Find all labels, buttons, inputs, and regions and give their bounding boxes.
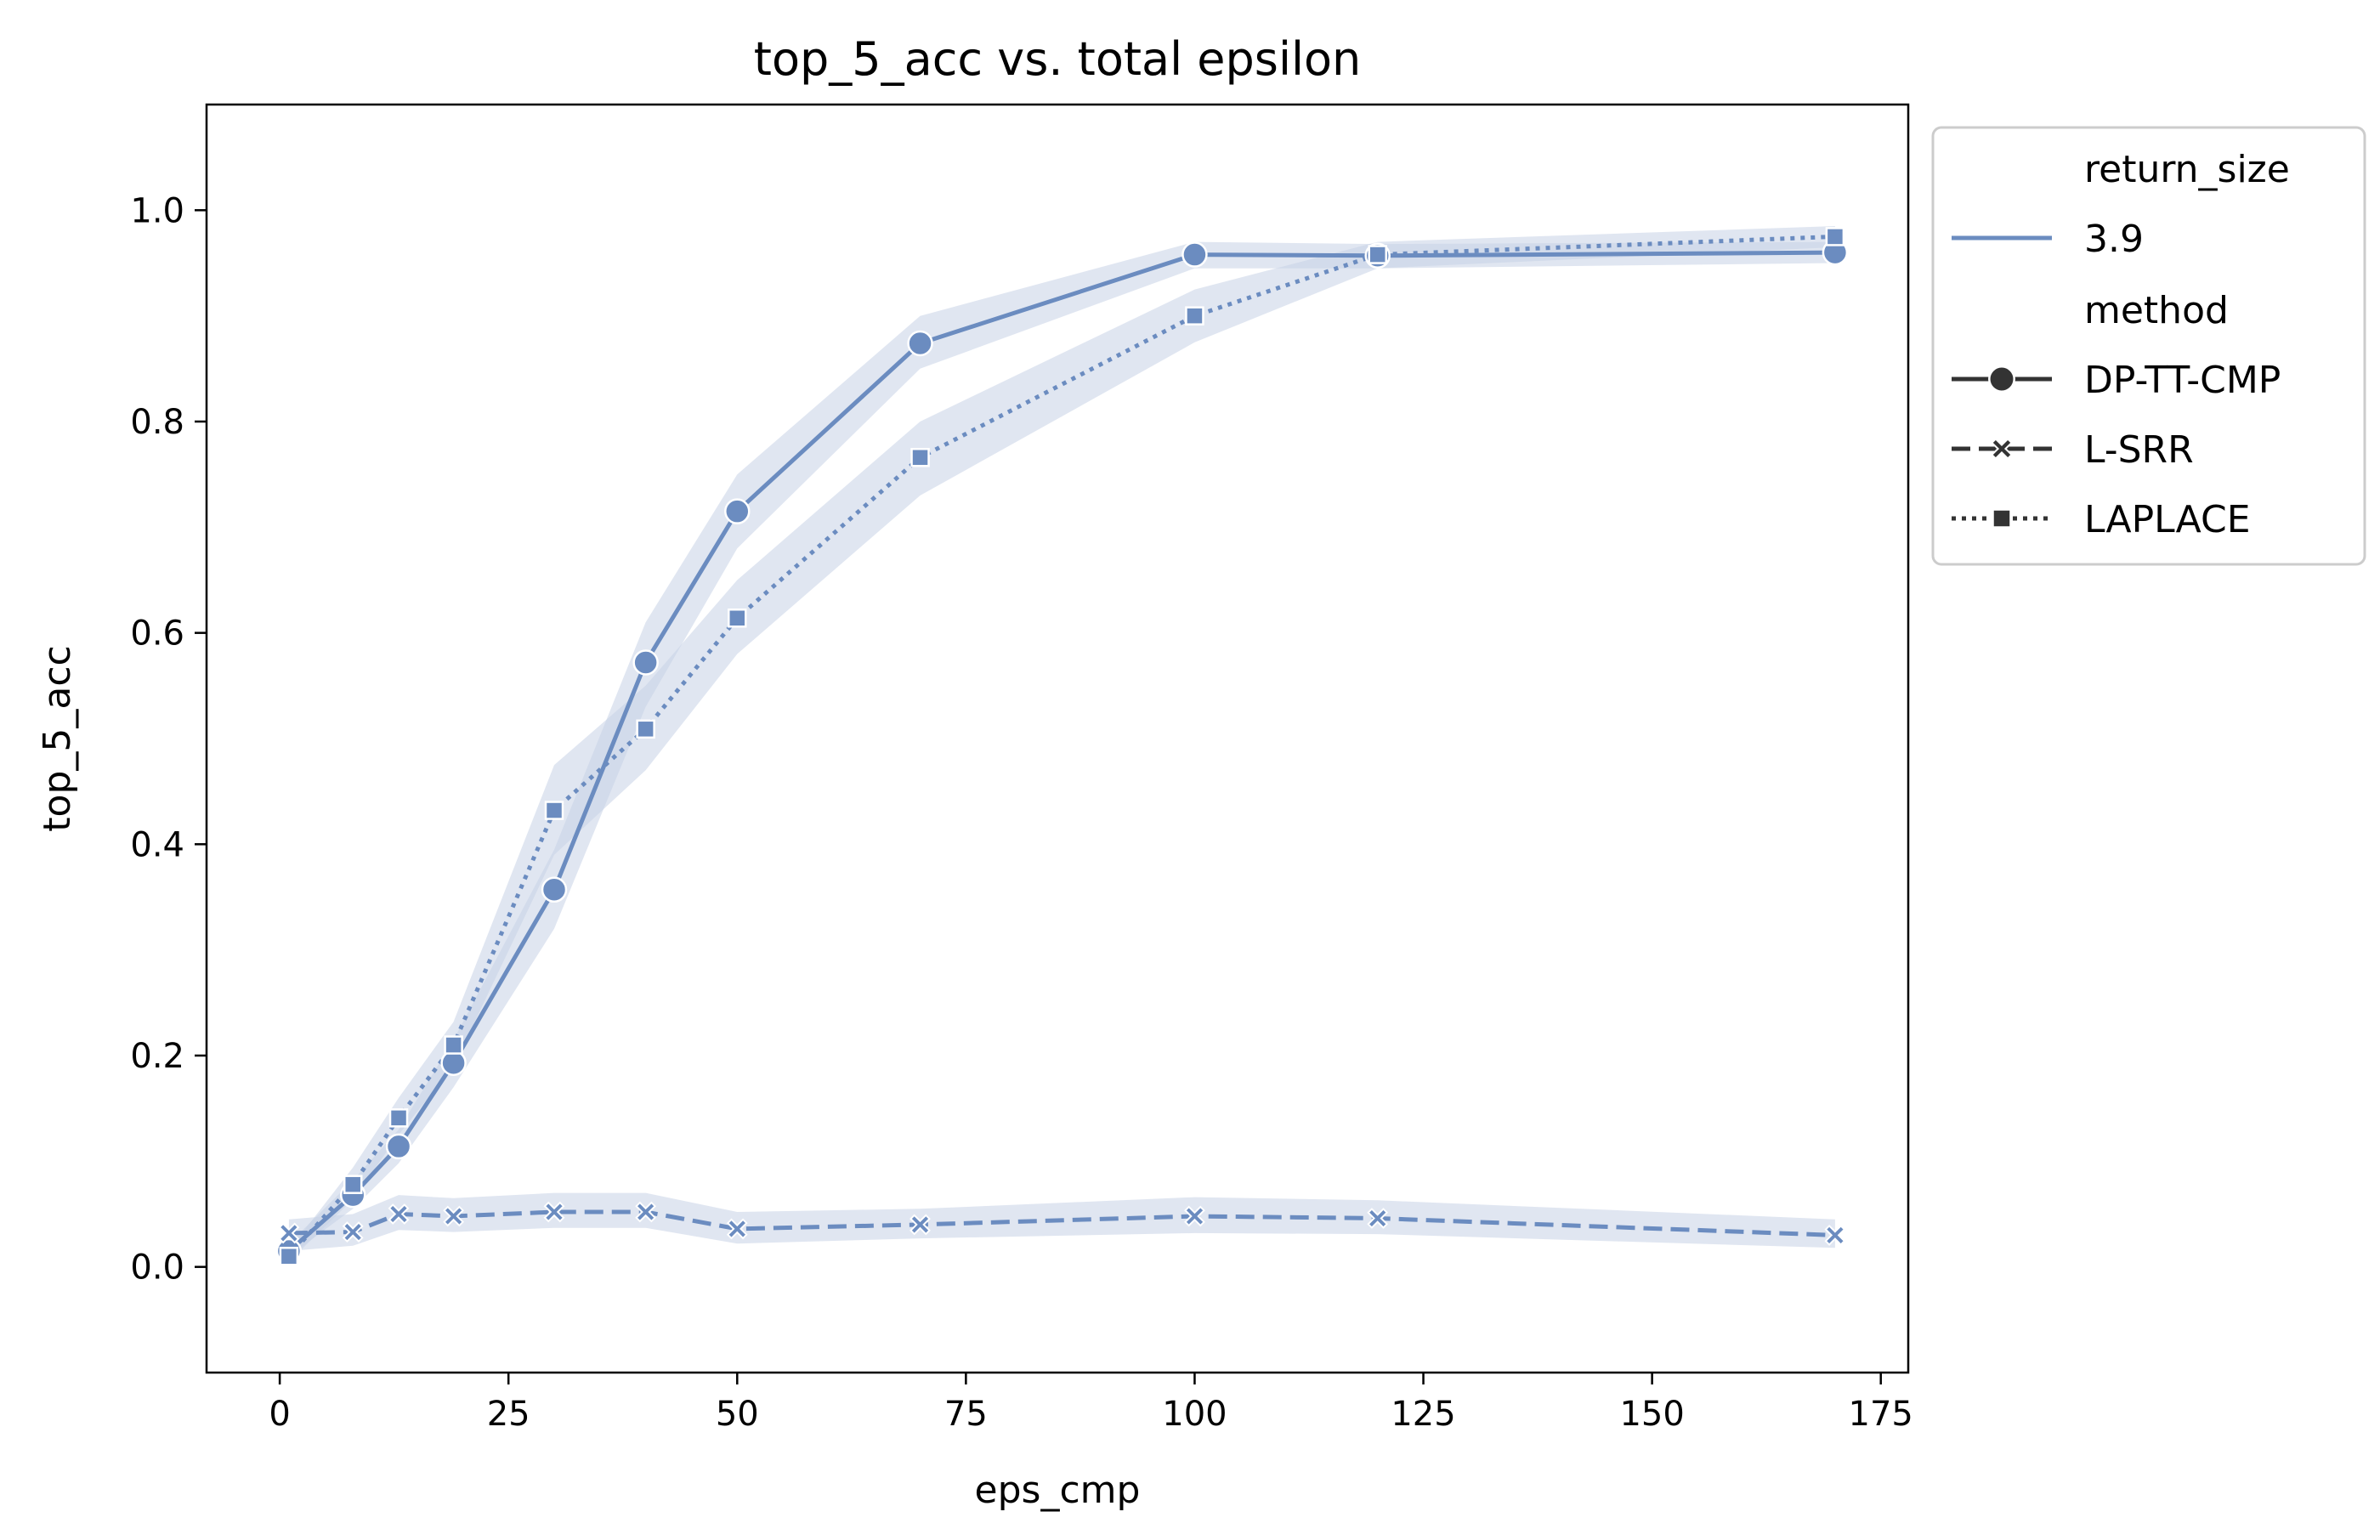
data-point-dp-tt-cmp	[440, 1050, 467, 1076]
ci-band-laplace	[288, 226, 1835, 1262]
x-tick-label: 125	[1391, 1395, 1455, 1434]
y-axis-label: top_5_acc	[36, 645, 79, 831]
legend-marker-dp-tt-cmp	[1988, 365, 2015, 393]
data-point-laplace	[279, 1246, 299, 1266]
x-axis-label: eps_cmp	[975, 1469, 1141, 1512]
y-tick-label: 0.4	[130, 825, 184, 864]
y-tick-label: 0.0	[130, 1248, 184, 1288]
legend-style-entries: DP-TT-CMP L-SRR LAPLACE	[1952, 359, 2281, 541]
y-tick-label: 0.2	[130, 1037, 184, 1076]
data-point-l-srr	[635, 1201, 657, 1223]
data-point-l-srr	[726, 1218, 748, 1240]
data-point-l-srr	[278, 1222, 300, 1244]
legend-label-dp-tt-cmp: DP-TT-CMP	[2084, 359, 2281, 402]
legend: return_size 3.9 method DP-TT-CMP L-SRR LAP…	[1931, 126, 2366, 566]
x-tick-label: 175	[1849, 1395, 1913, 1434]
legend-hue-title: return_size	[2084, 148, 2290, 191]
legend-label-l-srr: L-SRR	[2084, 428, 2194, 472]
legend-style-title: method	[2084, 289, 2229, 332]
y-tick-label: 0.8	[130, 403, 184, 442]
x-tick-label: 75	[944, 1395, 988, 1434]
data-point-l-srr	[388, 1203, 410, 1225]
x-tick-label: 100	[1162, 1395, 1227, 1434]
data-point-l-srr	[1184, 1205, 1205, 1227]
data-point-laplace	[910, 448, 930, 467]
series-markers	[275, 227, 1849, 1266]
data-point-laplace	[728, 609, 747, 628]
data-point-l-srr	[342, 1221, 364, 1243]
data-point-laplace	[1368, 245, 1387, 264]
x-tick-label: 25	[487, 1395, 530, 1434]
y-axis: 0.0 0.2 0.4 0.6 0.8 1.0	[130, 191, 207, 1288]
x-tick-label: 150	[1619, 1395, 1684, 1434]
data-point-laplace	[444, 1035, 463, 1055]
data-point-laplace	[1185, 306, 1204, 326]
data-point-dp-tt-cmp	[632, 649, 659, 676]
y-tick-label: 0.6	[130, 614, 184, 654]
legend-hue-label: 3.9	[2084, 218, 2144, 261]
chart-title: top_5_acc vs. total epsilon	[754, 32, 1361, 86]
data-point-laplace	[388, 1108, 409, 1128]
data-point-laplace	[636, 719, 655, 739]
data-point-laplace	[343, 1175, 363, 1194]
data-point-l-srr	[910, 1214, 931, 1236]
data-point-l-srr	[1824, 1224, 1846, 1246]
x-tick-label: 50	[716, 1395, 759, 1434]
legend-marker-laplace	[1992, 508, 2012, 529]
data-point-dp-tt-cmp	[541, 876, 568, 903]
legend-marker-l-srr	[1990, 438, 2014, 460]
data-point-l-srr	[543, 1201, 565, 1223]
x-axis: 0 25 50 75 100 125 150 175	[269, 1373, 1913, 1434]
plot-frame	[205, 103, 1910, 1374]
legend-label-laplace: LAPLACE	[2084, 498, 2251, 541]
data-point-laplace	[544, 801, 564, 820]
y-tick-label: 1.0	[130, 191, 184, 230]
data-point-dp-tt-cmp	[385, 1133, 412, 1160]
data-point-dp-tt-cmp	[1182, 241, 1208, 268]
data-point-dp-tt-cmp	[724, 498, 751, 524]
data-point-dp-tt-cmp	[907, 330, 933, 357]
data-point-laplace	[1825, 227, 1845, 246]
x-tick-label: 0	[269, 1395, 290, 1434]
data-point-l-srr	[1367, 1208, 1389, 1229]
data-point-l-srr	[443, 1205, 465, 1227]
